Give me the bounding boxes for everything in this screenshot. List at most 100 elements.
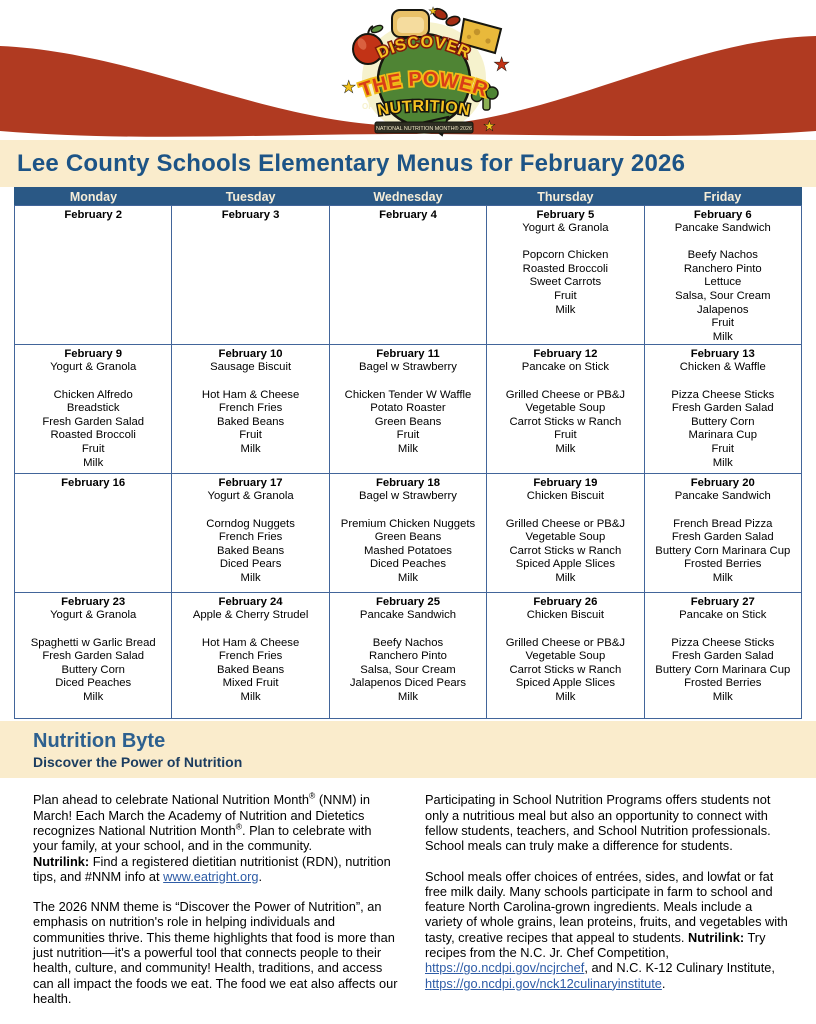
nutrition-month-logo: ★ ★ ★ ★ DISCOVER THE POWER OF NUTRITION … — [342, 6, 510, 137]
menu-item-spacer — [489, 504, 641, 518]
menu-item: Pancake on Stick — [521, 361, 610, 374]
menu-item-spacer — [647, 504, 799, 518]
day-header-friday: Friday — [644, 187, 802, 206]
menu-day-cell: February 10 Sausage Biscuit Hot Ham & Che… — [171, 344, 330, 475]
menu-item: Fresh Garden Salad — [42, 415, 145, 428]
menu-item: Breadstick — [66, 402, 120, 415]
nutrition-byte-body: Plan ahead to celebrate National Nutriti… — [0, 778, 816, 1021]
text-run: Nutrilink: — [687, 929, 745, 945]
menu-day-cell: February 25 Pancake Sandwich Beefy Nachos… — [328, 592, 488, 720]
red-wave-graphic — [0, 36, 816, 137]
menu-item: Popcorn Chicken — [522, 249, 609, 262]
cell-date: February 25 — [375, 596, 440, 609]
menu-item: Salsa, Sour Cream — [360, 663, 456, 676]
menu-item: Roasted Broccoli — [50, 429, 136, 442]
menu-item: Frosted Berries — [684, 558, 762, 571]
menu-day-cell: February 27 Pancake on Stick Pizza Cheese… — [643, 592, 803, 720]
menu-day-cell: February 23 Yogurt & Granola Spaghetti w … — [13, 592, 173, 720]
menu-day-cell: February 3 — [171, 204, 330, 346]
cell-date: February 27 — [690, 596, 755, 609]
cell-date: February 13 — [690, 348, 755, 361]
menu-item-spacer — [174, 504, 326, 518]
menu-item: Beefy Nachos — [372, 636, 444, 649]
byte-paragraph: Plan ahead to celebrate National Nutriti… — [33, 792, 399, 884]
menu-item: Vegetable Soup — [525, 650, 606, 663]
text-run: , and N.C. K-12 Culinary Institute, — [584, 960, 775, 976]
text-run: The 2026 NNM theme is “Discover the Powe… — [33, 899, 398, 1006]
menu-day-cell: February 4 — [328, 204, 488, 346]
menu-item: Marinara Cup — [688, 429, 757, 442]
menu-item: Pizza Cheese Sticks — [671, 388, 775, 401]
menu-item: Milk — [712, 571, 733, 584]
menu-item: Sausage Biscuit — [210, 361, 292, 374]
menu-item: Milk — [712, 690, 733, 703]
menu-day-cell: February 17 Yogurt & Granola Corndog Nugg… — [171, 473, 330, 594]
menu-item: Jalapenos — [697, 303, 749, 316]
menu-item: Green Beans — [374, 415, 442, 428]
menu-item: Milk — [712, 456, 733, 469]
menu-item: Mixed Fruit — [222, 677, 279, 690]
menu-item: Milk — [555, 303, 576, 316]
day-header-row: Monday Tuesday Wednesday Thursday Friday — [14, 187, 802, 206]
text-run: Plan ahead to celebrate National Nutriti… — [33, 792, 310, 808]
menu-item-spacer — [174, 375, 326, 389]
menu-item: Milk — [555, 571, 576, 584]
menu-item: Corndog Nuggets — [206, 517, 295, 530]
logo-text-of: OF — [362, 102, 373, 111]
menu-item-spacer — [647, 236, 799, 250]
text-run: School meals offer choices of entrées, s… — [425, 868, 788, 945]
menu-day-cell: February 24 Apple & Cherry Strudel Hot Ha… — [171, 592, 330, 720]
nutrition-byte-heading: Nutrition Byte — [33, 729, 166, 752]
menu-item-spacer — [489, 623, 641, 637]
byte-paragraph: School meals offer choices of entrées, s… — [425, 869, 791, 991]
menu-item: Chicken Alfredo — [53, 388, 133, 401]
menu-item: Milk — [83, 690, 104, 703]
page-title: Lee County Schools Elementary Menus for … — [17, 149, 686, 177]
menu-item: Diced Peaches — [369, 558, 446, 571]
menu-item: Jalapenos Diced Pears — [349, 677, 467, 690]
menu-item: Fruit — [239, 429, 262, 442]
text-run: . — [258, 868, 263, 884]
text-link[interactable]: www.eatright.org — [163, 868, 259, 884]
menu-item-spacer — [17, 375, 169, 389]
menu-item: Baked Beans — [216, 663, 285, 676]
menu-item-spacer — [647, 375, 799, 389]
menu-day-cell: February 9 Yogurt & Granola Chicken Alfre… — [13, 344, 173, 475]
menu-item-spacer — [647, 623, 799, 637]
text-link[interactable]: https://go.ncdpi.gov/ncjrchef — [425, 960, 585, 976]
menu-week-row: February 2 February 3 February 4 February 5… — [13, 204, 803, 346]
menu-item: Baked Beans — [216, 544, 285, 557]
cell-date: February 19 — [533, 477, 598, 490]
menu-item-spacer — [332, 504, 484, 518]
menu-day-cell: February 5 Yogurt & Granola Popcorn Chick… — [486, 204, 645, 346]
menu-item-spacer — [489, 375, 641, 389]
beans-icon — [432, 7, 461, 27]
menu-item: Baked Beans — [216, 415, 285, 428]
menu-item: French Fries — [218, 531, 283, 544]
menu-day-cell: February 20 Pancake Sandwich French Bread… — [643, 473, 803, 594]
menu-week-row: February 16 February 17 Yogurt & Granola C… — [13, 473, 803, 594]
menu-item: Pizza Cheese Sticks — [671, 636, 775, 649]
text-run: Nutrilink: — [33, 853, 90, 869]
menu-item: Carrot Sticks w Ranch — [509, 544, 622, 557]
menu-item-spacer — [174, 623, 326, 637]
menu-item: French Fries — [218, 650, 283, 663]
menu-day-cell: February 11 Bagel w Strawberry Chicken Te… — [328, 344, 488, 475]
cell-date: February 24 — [218, 596, 283, 609]
text-run: Try recipes from the N.C. Jr. Chef Compe… — [425, 929, 766, 961]
menu-item: Grilled Cheese or PB&J — [505, 517, 626, 530]
registered-mark: ® — [309, 791, 316, 802]
star-icon: ★ — [429, 6, 437, 16]
cell-date: February 20 — [690, 477, 755, 490]
text-link[interactable]: https://go.ncdpi.gov/nck12culinaryinstit… — [425, 975, 662, 991]
cell-date: February 3 — [221, 209, 280, 221]
day-header-wednesday: Wednesday — [329, 187, 487, 206]
menu-item: Green Beans — [374, 531, 442, 544]
cell-date: February 4 — [379, 209, 437, 221]
menu-day-cell: February 26 Chicken Biscuit Grilled Chees… — [486, 592, 645, 720]
menu-item: Milk — [397, 571, 419, 584]
cell-date: February 6 — [693, 209, 752, 221]
cell-date: February 16 — [61, 477, 126, 490]
title-band: Lee County Schools Elementary Menus for … — [0, 140, 816, 187]
text-run: Find a registered dietitian nutritionist… — [33, 853, 391, 884]
